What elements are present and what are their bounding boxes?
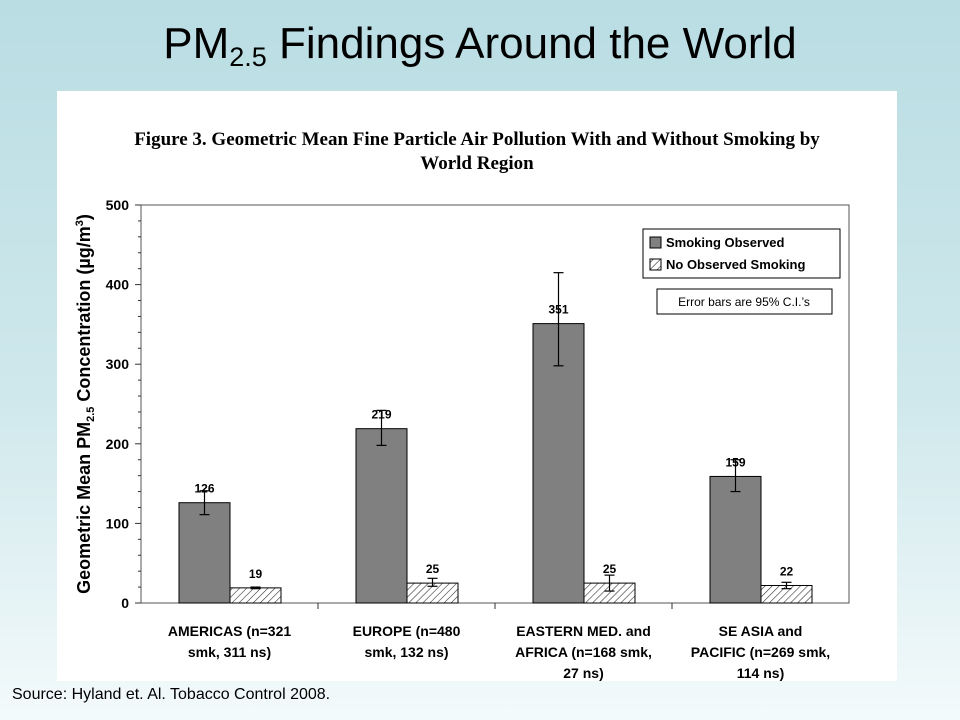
data-label: 25 <box>426 562 440 576</box>
bar-smoking-observed <box>355 428 408 604</box>
y-tick-label: 300 <box>106 356 130 372</box>
y-axis-label: Geometric Mean PM2.5 Concentration (µg/m… <box>74 214 97 594</box>
note-box <box>656 288 833 315</box>
slide-title-rest: Findings Around the World <box>266 19 797 68</box>
data-label: 159 <box>725 455 745 469</box>
bar-smoking-observed <box>709 475 762 604</box>
note-text: Error bars are 95% C.I.’s <box>678 295 810 309</box>
bar-no-observed-smoking <box>229 587 282 604</box>
y-tick-label: 0 <box>121 595 129 611</box>
x-category-label: AMERICAS (n=321 smk, 311 ns) <box>168 623 292 660</box>
y-tick-label: 500 <box>106 197 130 213</box>
data-label: 219 <box>371 408 391 422</box>
data-label: 19 <box>249 567 263 581</box>
legend-label: No Observed Smoking <box>666 257 805 272</box>
x-category-label: SE ASIA and PACIFIC (n=269 smk, 114 ns) <box>691 623 830 681</box>
data-label: 351 <box>548 303 568 317</box>
legend-box <box>642 228 841 279</box>
slide-title: PM2.5 Findings Around the World <box>0 14 960 74</box>
figure-title-line1: Figure 3. Geometric Mean Fine Particle A… <box>134 129 820 150</box>
bar-chart: 0 100 200 300 400 500 Geometric Mean PM2.5 Con… <box>74 197 850 681</box>
source-citation: Source: Hyland et. Al. Tobacco Control 2… <box>12 686 331 703</box>
x-category-label: EUROPE (n=480 smk, 132 ns) <box>353 623 461 660</box>
slide-title-subscript: 2.5 <box>229 42 267 72</box>
y-tick-label: 400 <box>106 277 130 293</box>
bar-smoking-observed <box>532 323 585 604</box>
data-label: 22 <box>780 564 794 578</box>
legend-swatch <box>649 236 662 249</box>
legend-label: Smoking Observed <box>666 235 785 250</box>
data-label: 25 <box>603 562 617 576</box>
y-tick-label: 200 <box>106 436 130 452</box>
x-category-label: EASTERN MED. and AFRICA (n=168 smk, 27 ns) <box>515 623 652 681</box>
legend-swatch <box>649 258 662 271</box>
figure-title: Figure 3. Geometric Mean Fine Particle A… <box>57 128 897 176</box>
slide-title-main: PM <box>163 19 230 68</box>
bar-smoking-observed <box>178 502 231 604</box>
data-label: 126 <box>194 482 214 496</box>
y-tick-label: 100 <box>106 515 130 531</box>
figure-title-line2: World Region <box>420 153 534 174</box>
